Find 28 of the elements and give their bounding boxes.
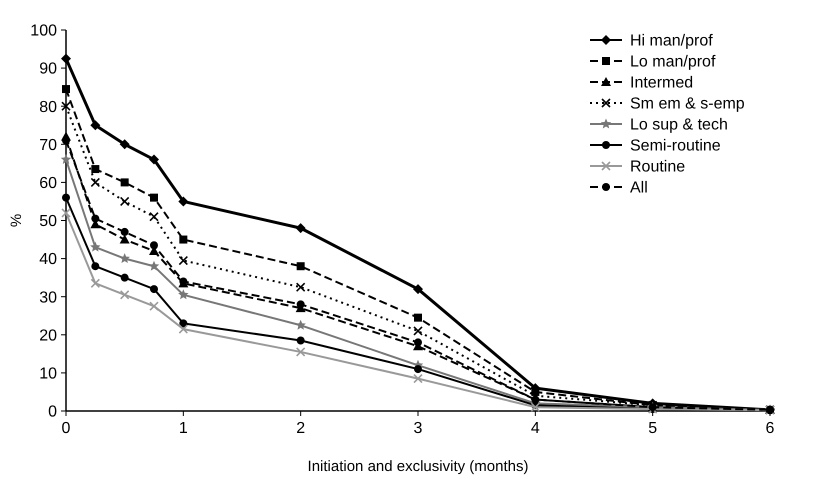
y-tick-label: 90 <box>39 60 58 78</box>
y-tick-label: 10 <box>39 366 58 382</box>
x-tick-label: 0 <box>62 420 71 437</box>
y-tick-label: 0 <box>48 404 58 421</box>
x-tick-label: 5 <box>648 420 658 437</box>
x-axis-title: Initiation and exclusivity (months) <box>308 458 528 475</box>
legend-label: All <box>630 180 648 197</box>
y-tick-label: 60 <box>39 175 58 192</box>
y-tick-label: 20 <box>39 327 58 344</box>
x-tick-label: 3 <box>414 420 423 437</box>
x-tick-label: 6 <box>766 420 775 437</box>
x-tick-label: 2 <box>296 420 306 437</box>
legend-label: Semi-routine <box>630 138 721 155</box>
legend-label: Hi man/prof <box>630 32 714 50</box>
legend-label: Intermed <box>630 74 694 92</box>
legend-label: Routine <box>630 158 686 176</box>
y-tick-label: 100 <box>30 22 58 40</box>
y-tick-label: 40 <box>39 251 58 268</box>
legend-label: Lo man/prof <box>630 54 716 71</box>
y-axis-title: % <box>8 214 25 228</box>
x-tick-label: 4 <box>530 420 540 437</box>
y-tick-label: 80 <box>39 98 58 116</box>
y-tick-label: 50 <box>39 213 58 230</box>
y-tick-label: 30 <box>39 289 58 306</box>
legend-label: Lo sup & tech <box>630 116 728 134</box>
y-tick-label: 70 <box>39 136 58 154</box>
legend-label: Sm em & s-emp <box>630 96 745 113</box>
x-tick-label: 1 <box>178 420 188 437</box>
